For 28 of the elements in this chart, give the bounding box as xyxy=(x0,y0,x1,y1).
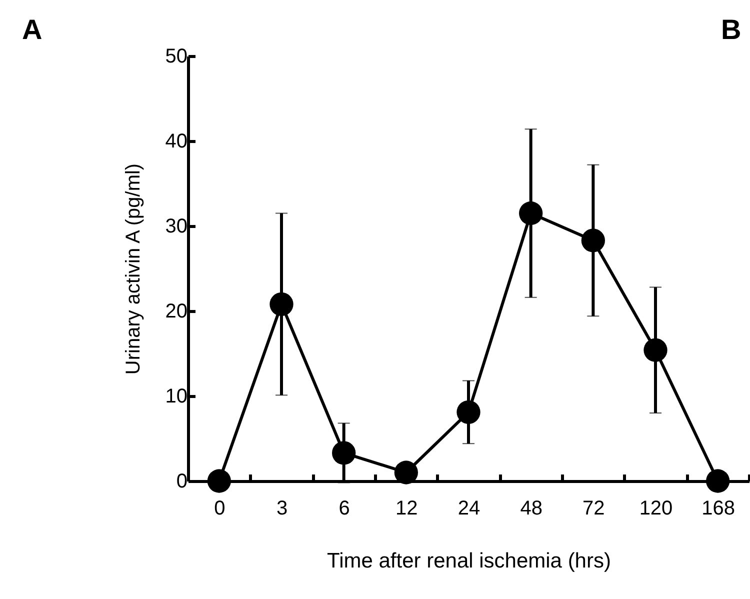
y-axis-title: Urinary activin A (pg/ml) xyxy=(122,163,144,375)
point xyxy=(207,469,231,493)
x-tick-label: 168 xyxy=(702,498,736,520)
point xyxy=(456,400,480,424)
y-tick-label: 30 xyxy=(165,216,188,238)
y-tick-label: 20 xyxy=(165,300,188,322)
text: B xyxy=(721,14,742,45)
x-tick-label: 48 xyxy=(520,498,542,520)
x-tick-label: 0 xyxy=(214,498,226,520)
point xyxy=(519,201,543,226)
y-tick-label: 10 xyxy=(165,386,188,408)
point xyxy=(706,469,730,493)
y-tick-label: 40 xyxy=(165,130,188,152)
text: A xyxy=(22,14,42,45)
point xyxy=(270,292,294,316)
x-tick-label: 6 xyxy=(338,498,350,520)
y-tick-label: 50 xyxy=(165,46,188,68)
point xyxy=(581,228,605,252)
x-tick-label: 72 xyxy=(582,498,605,520)
x-tick-label: 12 xyxy=(396,498,418,520)
point xyxy=(394,460,418,484)
point xyxy=(332,441,356,465)
x-tick-label: 24 xyxy=(458,498,480,520)
y-tick-label: 0 xyxy=(176,470,188,492)
x-tick-label: 120 xyxy=(639,498,673,520)
x-tick-label: 3 xyxy=(276,498,288,520)
x-axis-title: Time after renal ischemia (hrs) xyxy=(327,550,611,572)
point xyxy=(644,338,668,362)
